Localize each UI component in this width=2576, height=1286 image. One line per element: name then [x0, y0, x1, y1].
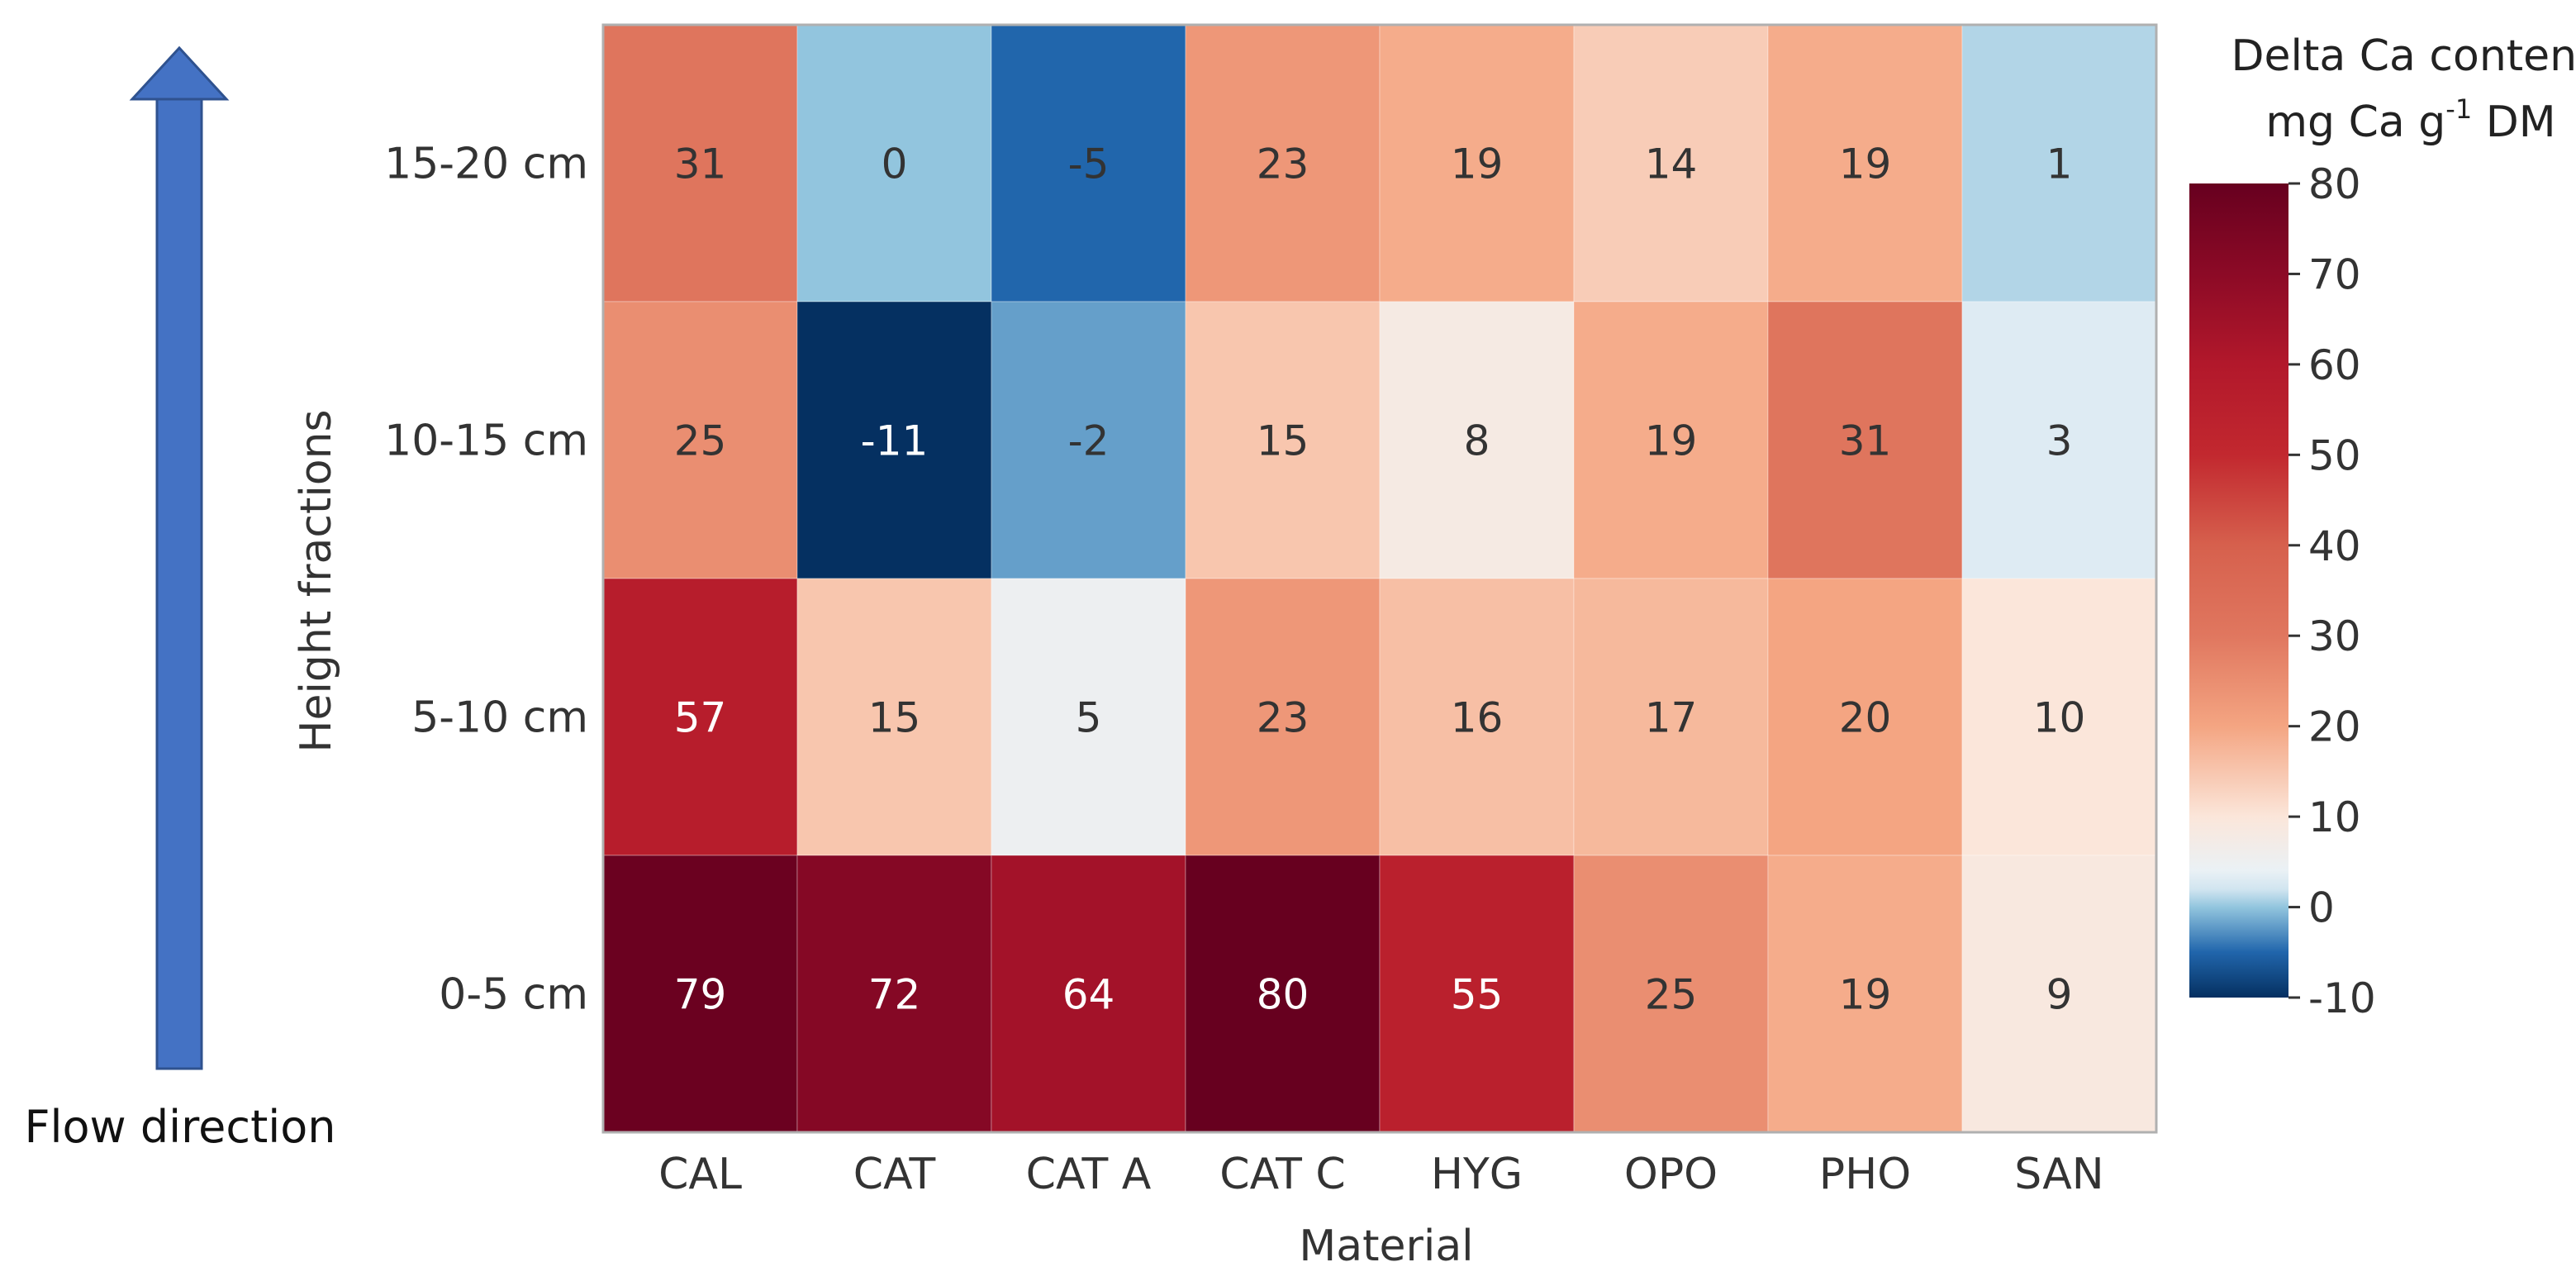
heatmap-cell — [1767, 24, 1963, 302]
heatmap-cell — [1961, 301, 2157, 579]
cell-value-label: 3 — [2046, 417, 2073, 465]
cell-value-label: 1 — [2046, 141, 2073, 188]
cell-value-label: 80 — [1257, 971, 1309, 1019]
cell-value-label: 9 — [2046, 971, 2073, 1019]
cell-value-label: -11 — [861, 417, 929, 465]
flow-direction-arrow-icon — [129, 45, 230, 1070]
heatmap-cell — [796, 24, 992, 302]
x-tick-label: PHO — [1819, 1150, 1911, 1199]
cell-value-label: 55 — [1451, 971, 1504, 1019]
heatmap-cell — [1767, 301, 1963, 579]
colorbar-tick-label: 60 — [2308, 341, 2361, 389]
x-tick-label: CAL — [658, 1150, 742, 1199]
heatmap-cell — [1767, 855, 1963, 1133]
heatmap-cells: 31 0 -5 23 19 14 19 1 25 -11 -2 15 8 19 31 3 57 15 5 23 16 17… — [602, 24, 2157, 1133]
cell-value-label: 72 — [868, 971, 921, 1019]
heatmap-cell — [1767, 578, 1963, 856]
x-tick-label: CAT — [853, 1150, 936, 1199]
colorbar-ticks: 80 70 60 50 40 30 20 10 0 -10 — [2288, 160, 2376, 1022]
cell-value-label: 31 — [674, 141, 727, 188]
heatmap-cell — [1185, 578, 1381, 856]
x-axis-title: Material — [1299, 1222, 1473, 1271]
x-tick-label: CAT A — [1026, 1150, 1152, 1199]
x-tick-label: OPO — [1624, 1150, 1718, 1199]
cell-value-label: 17 — [1645, 694, 1698, 742]
colorbar-tick-label: 70 — [2308, 250, 2361, 298]
heatmap-cell — [602, 855, 798, 1133]
heatmap-cell — [1379, 578, 1575, 856]
colorbar — [2189, 183, 2288, 998]
cell-value-label: 19 — [1451, 141, 1504, 188]
cell-value-label: 25 — [674, 417, 727, 465]
cell-value-label: 31 — [1839, 417, 1892, 465]
heatmap-cell — [796, 301, 992, 579]
colorbar-tick-label: -10 — [2308, 974, 2376, 1022]
heatmap-cell — [1573, 301, 1769, 579]
colorbar-tick-label: 30 — [2308, 612, 2361, 660]
colorbar-tick-label: 40 — [2308, 522, 2361, 570]
y-axis-title: Height fractions — [292, 409, 341, 752]
cell-value-label: 19 — [1645, 417, 1698, 465]
cell-value-label: 8 — [1464, 417, 1490, 465]
cell-value-label: 64 — [1062, 971, 1115, 1019]
heatmap-cell — [796, 578, 992, 856]
x-tick-label: SAN — [2014, 1150, 2103, 1199]
heatmap-cell — [991, 578, 1186, 856]
cell-value-label: 14 — [1645, 141, 1698, 188]
cell-value-label: 23 — [1257, 141, 1309, 188]
plot-border — [601, 23, 2158, 1134]
y-tick-labels: 15-20 cm 10-15 cm 5-10 cm 0-5 cm — [384, 140, 588, 1020]
x-tick-label: CAT C — [1219, 1150, 1345, 1199]
cell-value-label: 5 — [1076, 694, 1102, 742]
y-tick-label: 10-15 cm — [384, 417, 588, 466]
y-tick-label: 0-5 cm — [439, 970, 588, 1020]
y-tick-label: 15-20 cm — [384, 140, 588, 189]
x-tick-labels: CAL CAT CAT A CAT C HYG OPO PHO SAN — [658, 1150, 2104, 1199]
heatmap-cell — [1573, 24, 1769, 302]
colorbar-title-line2: mg Ca g-1 DM — [2265, 93, 2555, 147]
colorbar-title-line1: Delta Ca content — [2231, 31, 2576, 81]
cell-value-label: 79 — [674, 971, 727, 1019]
cell-value-label: 15 — [868, 694, 921, 742]
cell-value-label: 19 — [1839, 141, 1892, 188]
heatmap-cell — [1379, 301, 1575, 579]
heatmap-cell — [1379, 855, 1575, 1133]
cell-value-label: 15 — [1257, 417, 1309, 465]
cell-value-label: 25 — [1645, 971, 1698, 1019]
heatmap-cell — [1379, 24, 1575, 302]
colorbar-tick-label: 0 — [2308, 884, 2335, 932]
cell-value-label: -5 — [1068, 141, 1110, 188]
flow-direction-label: Flow direction — [24, 1101, 335, 1153]
cell-value-label: -2 — [1068, 417, 1110, 465]
heatmap-cell — [796, 855, 992, 1133]
colorbar-tick-label: 20 — [2308, 703, 2361, 751]
cell-value-label: 19 — [1839, 971, 1892, 1019]
y-tick-label: 5-10 cm — [411, 693, 588, 743]
heatmap-cell — [991, 855, 1186, 1133]
heatmap-cell — [1185, 855, 1381, 1133]
heatmap-cell — [602, 578, 798, 856]
heatmap-cell — [1961, 24, 2157, 302]
heatmap-cell — [1185, 24, 1381, 302]
heatmap-cell — [1573, 855, 1769, 1133]
cell-value-label: 23 — [1257, 694, 1309, 742]
colorbar-tick-label: 50 — [2308, 431, 2361, 479]
cell-value-label: 0 — [882, 141, 908, 188]
heatmap-cell — [602, 24, 798, 302]
cell-value-label: 20 — [1839, 694, 1892, 742]
colorbar-tick-label: 80 — [2308, 160, 2361, 208]
heatmap-cell — [1185, 301, 1381, 579]
heatmap-cell — [1573, 578, 1769, 856]
cell-value-label: 57 — [674, 694, 727, 742]
x-tick-label: HYG — [1431, 1150, 1523, 1199]
cell-value-label: 10 — [2033, 694, 2086, 742]
cell-value-label: 16 — [1451, 694, 1504, 742]
colorbar-tick-label: 10 — [2308, 793, 2361, 841]
